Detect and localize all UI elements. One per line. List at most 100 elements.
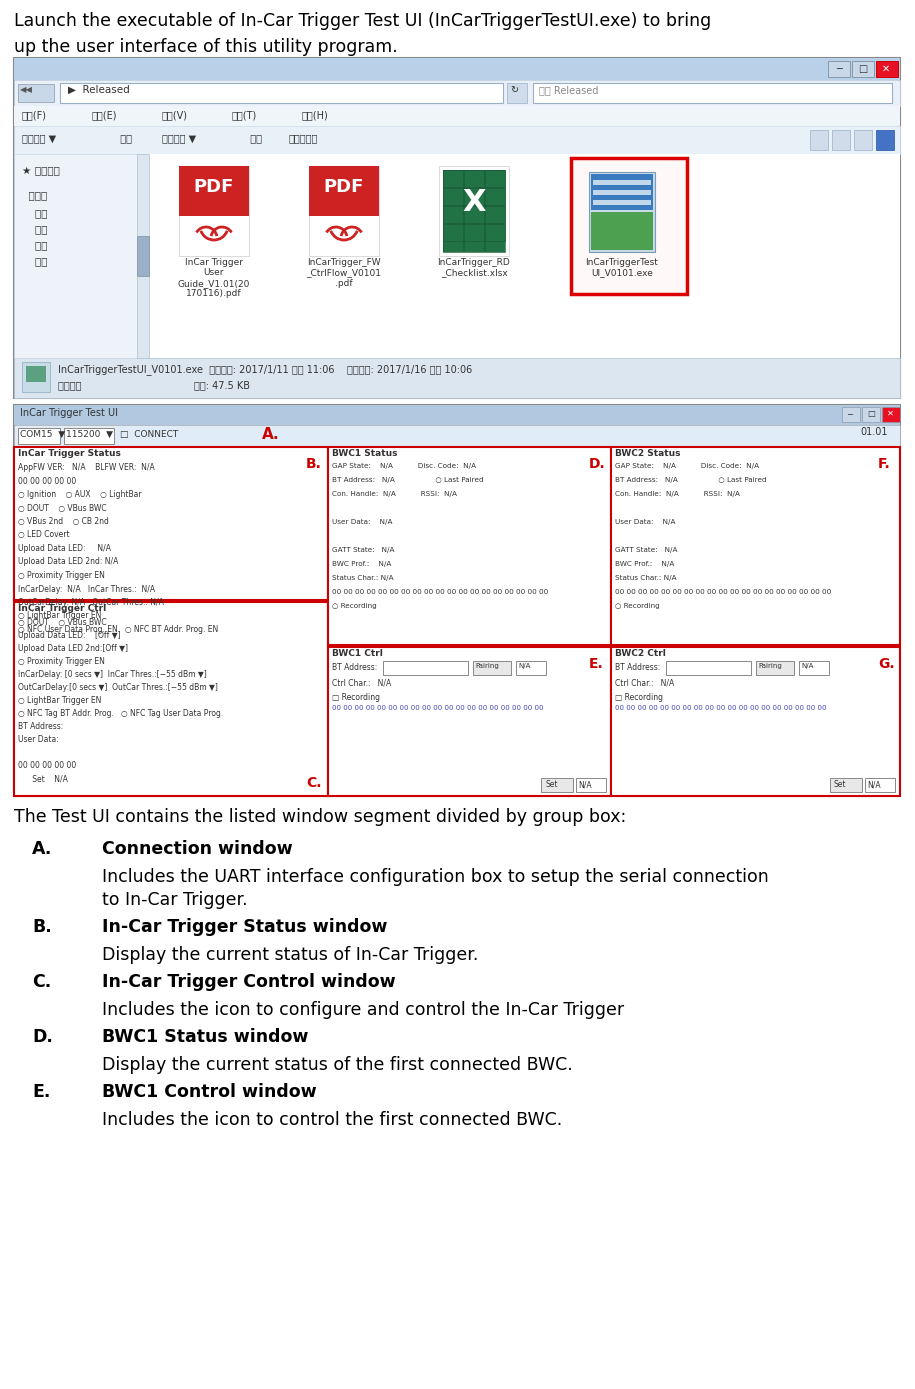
Text: 檔案(F): 檔案(F) (22, 110, 47, 119)
Text: BWC Prof.:    N/A: BWC Prof.: N/A (615, 561, 674, 567)
Text: InCarTriggerTest
UI_V0101.exe: InCarTriggerTest UI_V0101.exe (586, 258, 659, 278)
Bar (14, 154, 149, 358)
Bar (137, 236, 149, 276)
Text: ○ Ignition    ○ AUX    ○ LightBar: ○ Ignition ○ AUX ○ LightBar (18, 490, 142, 499)
Text: □  CONNECT: □ CONNECT (120, 431, 178, 439)
Bar (18, 428, 60, 444)
Bar (541, 778, 573, 792)
Text: 00 00 00 00 00 00 00 00 00 00 00 00 00 00 00 00 00 00 00: 00 00 00 00 00 00 00 00 00 00 00 00 00 0… (332, 706, 544, 711)
Text: Ctrl Char.:   N/A: Ctrl Char.: N/A (332, 679, 392, 688)
Text: ○ NFC Tag BT Addr. Prog.   ○ NFC Tag User Data Prog.: ○ NFC Tag BT Addr. Prog. ○ NFC Tag User … (18, 708, 223, 718)
Text: InCarTrigger_FW
_CtrlFlow_V0101
.pdf: InCarTrigger_FW _CtrlFlow_V0101 .pdf (307, 258, 382, 288)
Text: up the user interface of this utility program.: up the user interface of this utility pr… (14, 38, 398, 56)
Text: BT Address:   N/A                  ○ Last Paired: BT Address: N/A ○ Last Paired (615, 476, 767, 483)
Bar (443, 169, 505, 188)
Bar (443, 188, 505, 206)
Bar (14, 406, 900, 796)
Text: Includes the icon to configure and control the In-Car Trigger: Includes the icon to configure and contr… (102, 1001, 624, 1020)
Bar (876, 131, 894, 150)
Text: G.: G. (878, 657, 895, 671)
Text: COM15  ▼: COM15 ▼ (20, 431, 65, 439)
Text: OutCarDelay: N/A   OutCar Thres.: N/A: OutCarDelay: N/A OutCar Thres.: N/A (18, 599, 164, 607)
Text: Pairing: Pairing (758, 663, 781, 669)
Bar (865, 778, 895, 792)
Text: N/A: N/A (801, 663, 813, 669)
Text: GATT State:   N/A: GATT State: N/A (332, 547, 394, 553)
Text: Con. Handle:  N/A           RSSI:  N/A: Con. Handle: N/A RSSI: N/A (615, 490, 740, 497)
Text: The Test UI contains the listed window segment divided by group box:: The Test UI contains the listed window s… (14, 808, 626, 826)
Bar (842, 407, 860, 422)
Text: ◀◀: ◀◀ (20, 85, 33, 94)
Text: ○ NFC User Data Prog. EN   ○ NFC BT Addr. Prog. EN: ○ NFC User Data Prog. EN ○ NFC BT Addr. … (18, 625, 219, 633)
Text: 00 00 00 00 00 00 00 00 00 00 00 00 00 00 00 00 00 00 00: 00 00 00 00 00 00 00 00 00 00 00 00 00 0… (332, 589, 548, 594)
Bar (14, 81, 900, 106)
Bar (876, 61, 898, 76)
Bar (832, 131, 850, 150)
Text: □: □ (867, 408, 875, 418)
Text: Pairing: Pairing (475, 663, 499, 669)
Text: 視訊: 視訊 (22, 240, 48, 250)
Text: 01.01: 01.01 (860, 426, 888, 438)
Text: 搜尋 Released: 搜尋 Released (539, 85, 598, 94)
Text: 開啟: 開啟 (114, 133, 132, 143)
Text: User Data:    N/A: User Data: N/A (615, 519, 675, 525)
Bar (14, 425, 900, 447)
Text: □ Recording: □ Recording (332, 693, 380, 701)
Bar (14, 601, 328, 796)
Text: 工具(T): 工具(T) (232, 110, 257, 119)
Text: BWC2 Status: BWC2 Status (615, 449, 681, 458)
Text: D.: D. (32, 1028, 53, 1046)
Bar (22, 363, 50, 392)
Bar (593, 181, 651, 185)
Text: ✕: ✕ (882, 64, 890, 74)
Text: ○ LightBar Trigger EN: ○ LightBar Trigger EN (18, 611, 102, 621)
Text: 00 00 00 00 00 00 00 00 00 00 00 00 00 00 00 00 00 00 00: 00 00 00 00 00 00 00 00 00 00 00 00 00 0… (615, 706, 826, 711)
Bar (576, 778, 606, 792)
Text: 應用程式                                    大小: 47.5 KB: 應用程式 大小: 47.5 KB (58, 381, 250, 390)
Bar (464, 169, 484, 251)
Text: C.: C. (32, 974, 51, 990)
Bar (328, 447, 611, 644)
Bar (810, 131, 828, 150)
Text: GATT State:   N/A: GATT State: N/A (615, 547, 677, 553)
Bar (443, 206, 505, 224)
Text: PDF: PDF (194, 178, 234, 196)
Text: InCar Trigger Test UI: InCar Trigger Test UI (20, 408, 118, 418)
Text: BWC1 Status window: BWC1 Status window (102, 1028, 308, 1046)
Bar (439, 167, 509, 256)
Text: Includes the UART interface configuration box to setup the serial connection: Includes the UART interface configuratio… (102, 868, 769, 886)
Text: to In-Car Trigger.: to In-Car Trigger. (102, 890, 248, 908)
Text: ○ Recording: ○ Recording (332, 603, 377, 608)
Text: A.: A. (262, 426, 280, 442)
Bar (328, 647, 611, 796)
Text: BWC1 Status: BWC1 Status (332, 449, 397, 458)
Text: 編輯(E): 編輯(E) (92, 110, 117, 119)
Bar (14, 358, 900, 399)
Text: ★ 我的最愛: ★ 我的最愛 (22, 167, 59, 176)
Bar (611, 447, 900, 644)
Text: B.: B. (32, 918, 52, 936)
Text: 00 00 00 00 00: 00 00 00 00 00 (18, 761, 76, 770)
Bar (179, 167, 249, 217)
Text: 新增資料夾: 新增資料夾 (289, 133, 318, 143)
Bar (533, 83, 892, 103)
Bar (852, 61, 874, 76)
Text: BWC2 Ctrl: BWC2 Ctrl (615, 649, 666, 658)
Bar (14, 106, 900, 126)
Bar (309, 167, 379, 217)
Text: Upload Data LED:     N/A: Upload Data LED: N/A (18, 544, 111, 553)
Text: GAP State:    N/A           Disc. Code:  N/A: GAP State: N/A Disc. Code: N/A (332, 463, 476, 469)
Text: N/A: N/A (867, 781, 880, 789)
Text: BT Address:: BT Address: (18, 722, 63, 731)
Text: Display the current status of the first connected BWC.: Display the current status of the first … (102, 1056, 573, 1074)
Text: C.: C. (306, 776, 321, 790)
Text: Display the current status of In-Car Trigger.: Display the current status of In-Car Tri… (102, 946, 479, 964)
Text: F.: F. (878, 457, 890, 471)
Bar (443, 169, 463, 251)
Bar (14, 58, 900, 81)
Bar (571, 158, 687, 294)
Text: Con. Handle:  N/A           RSSI:  N/A: Con. Handle: N/A RSSI: N/A (332, 490, 457, 497)
Bar (882, 407, 900, 422)
Text: 115200  ▼: 115200 ▼ (66, 431, 113, 439)
Text: InCar Trigger Ctrl: InCar Trigger Ctrl (18, 604, 106, 613)
